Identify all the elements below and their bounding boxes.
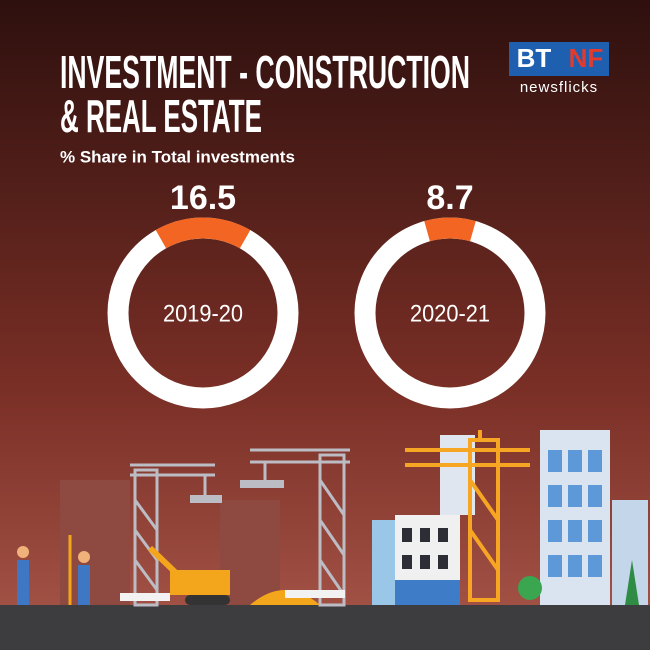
barrier bbox=[120, 593, 170, 601]
donut-segment bbox=[155, 217, 251, 249]
logo-box bbox=[509, 42, 559, 76]
tree bbox=[625, 560, 639, 605]
logo-text: BT bbox=[517, 43, 552, 73]
donut-label: 2019-20 bbox=[163, 300, 243, 327]
building-base bbox=[395, 580, 460, 605]
worker-head bbox=[78, 551, 90, 563]
excavator-track bbox=[185, 595, 230, 605]
logo-tagline: newsflicks bbox=[520, 79, 598, 96]
logo: BT NF newsflicks bbox=[509, 42, 609, 96]
donut-segment bbox=[424, 217, 476, 242]
subtitle: % Share in Total investments bbox=[60, 147, 295, 166]
worker bbox=[17, 560, 29, 605]
title-line: & REAL ESTATE bbox=[60, 90, 262, 142]
excavator bbox=[170, 570, 230, 595]
excavator-arm bbox=[147, 545, 178, 575]
hook-load bbox=[190, 495, 222, 503]
barrier bbox=[285, 590, 345, 598]
worker bbox=[78, 565, 90, 605]
crane bbox=[405, 430, 530, 602]
title-line: INVESTMENT - CONSTRUCTION bbox=[60, 46, 470, 98]
ground bbox=[0, 605, 650, 650]
hook-load bbox=[240, 480, 284, 488]
value-label: 16.5 bbox=[170, 179, 236, 217]
windows bbox=[548, 450, 602, 577]
tree bbox=[518, 576, 542, 600]
logo-text: NF bbox=[569, 43, 604, 73]
silhouette bbox=[60, 480, 130, 605]
construction-scene bbox=[0, 430, 650, 650]
logo-box bbox=[559, 42, 609, 76]
donut-label: 2020-21 bbox=[410, 300, 490, 327]
worker-head bbox=[17, 546, 29, 558]
windows bbox=[402, 528, 448, 569]
crane bbox=[250, 448, 350, 607]
crane bbox=[130, 463, 215, 607]
value-label: 8.7 bbox=[426, 179, 473, 217]
